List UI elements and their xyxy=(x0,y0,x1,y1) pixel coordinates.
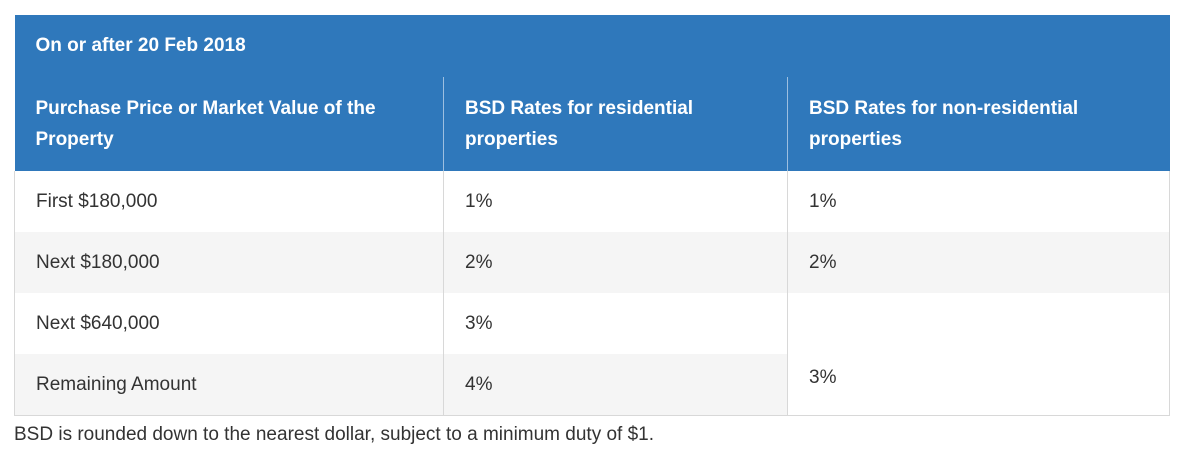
table-row: First $180,000 1% 1% xyxy=(14,171,1171,232)
cell-non-residential-rate-merged: 3% xyxy=(786,293,1171,416)
column-header-non-residential-rate: BSD Rates for non-residential properties xyxy=(786,77,1170,171)
table-row: Next $640,000 3% 3% xyxy=(14,293,1171,416)
cell-residential-rate: 1% xyxy=(443,171,788,232)
cell-amount: Next $180,000 xyxy=(14,232,444,293)
column-header-purchase-price: Purchase Price or Market Value of the Pr… xyxy=(14,77,444,171)
bsd-rates-table-container: On or after 20 Feb 2018 Purchase Price o… xyxy=(14,15,1171,416)
cell-amount: Next $640,000 xyxy=(14,293,444,354)
table-row: Next $180,000 2% 2% xyxy=(14,232,1171,293)
cell-non-residential-rate: 1% xyxy=(786,171,1171,232)
column-header-residential-rate: BSD Rates for residential properties xyxy=(443,77,788,171)
cell-non-residential-rate: 2% xyxy=(786,232,1171,293)
table-row: Remaining Amount 4% xyxy=(14,354,1170,416)
cell-residential-rate: 4% xyxy=(443,354,788,416)
cell-amount: First $180,000 xyxy=(14,171,444,232)
cell-residential-rate: 2% xyxy=(443,232,788,293)
cell-amount: Remaining Amount xyxy=(14,354,444,416)
cell-residential-rate: 3% xyxy=(443,293,788,354)
footnote: BSD is rounded down to the nearest dolla… xyxy=(14,424,655,445)
bsd-rates-table: On or after 20 Feb 2018 Purchase Price o… xyxy=(14,15,1171,416)
table-caption: On or after 20 Feb 2018 xyxy=(14,15,1170,77)
